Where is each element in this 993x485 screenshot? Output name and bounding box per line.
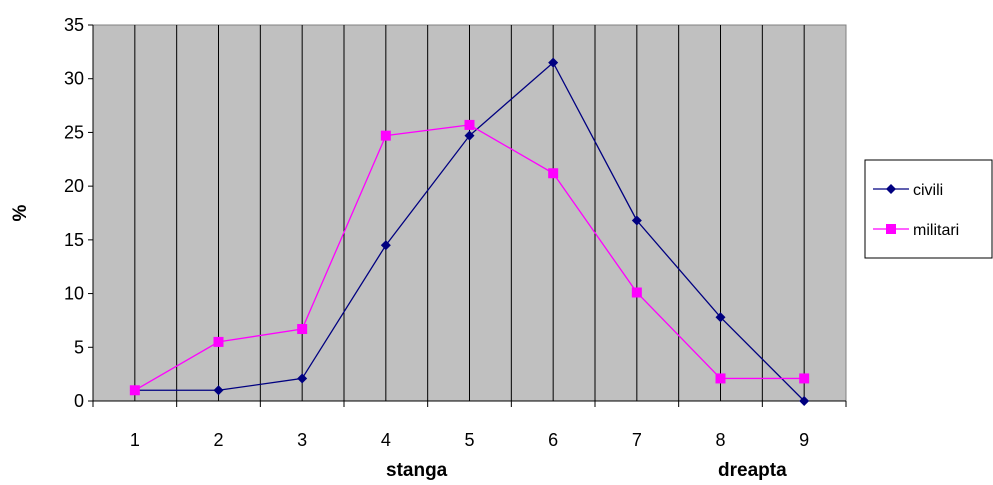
y-axis-ticks: 0 5 10 15 20 25 30 35: [64, 15, 93, 411]
legend-marker-civili: [886, 184, 896, 194]
y-tick-label: 5: [74, 337, 84, 357]
data-point-civili: [297, 373, 308, 384]
axes: [92, 25, 846, 402]
x-axis-ticks: 1 2 3 4 5 6 7 8 9: [92, 401, 847, 450]
data-point-civili: [380, 240, 391, 251]
data-point-militari: [213, 336, 224, 347]
data-point-militari: [297, 324, 308, 335]
data-point-civili: [799, 396, 810, 406]
x-annotation-stanga: stanga: [386, 460, 448, 481]
x-tick-label: 9: [799, 430, 809, 450]
data-point-militari: [715, 373, 726, 384]
x-tick-label: 1: [130, 430, 140, 450]
x-tick-label: 7: [632, 430, 642, 450]
legend-marker-militari: [886, 224, 896, 234]
x-tick-label: 4: [381, 430, 391, 450]
series-militari: [129, 119, 810, 396]
y-tick-label: 30: [64, 69, 84, 89]
y-tick-label: 25: [64, 122, 84, 142]
x-tick-label: 3: [297, 430, 307, 450]
legend-box: [864, 159, 993, 259]
data-point-civili: [213, 385, 224, 396]
y-tick-label: 10: [64, 284, 84, 304]
data-point-militari: [380, 130, 391, 141]
legend: civili militari: [864, 159, 993, 259]
y-axis-title: %: [10, 204, 31, 221]
data-point-civili: [548, 57, 559, 68]
data-point-militari: [631, 287, 642, 298]
legend-label-militari: militari: [913, 222, 959, 239]
data-point-militari: [799, 373, 810, 384]
x-tick-label: 6: [548, 430, 558, 450]
series-group: [129, 57, 810, 406]
data-point-civili: [715, 312, 726, 323]
legend-label-civili: civili: [913, 182, 943, 199]
data-point-militari: [548, 168, 559, 179]
x-tick-label: 2: [213, 430, 223, 450]
data-point-civili: [631, 215, 642, 226]
data-point-militari: [464, 119, 475, 130]
y-tick-label: 20: [64, 176, 84, 196]
x-tick-label: 5: [464, 430, 474, 450]
x-tick-label: 8: [715, 430, 725, 450]
x-annotation-dreapta: dreapta: [718, 460, 787, 481]
series-civili: [129, 57, 810, 406]
data-point-militari: [129, 385, 140, 396]
gridlines: [134, 25, 805, 401]
y-tick-label: 15: [64, 230, 84, 250]
data-point-civili: [464, 130, 475, 141]
y-tick-label: 0: [74, 391, 84, 411]
y-tick-label: 35: [64, 15, 84, 35]
